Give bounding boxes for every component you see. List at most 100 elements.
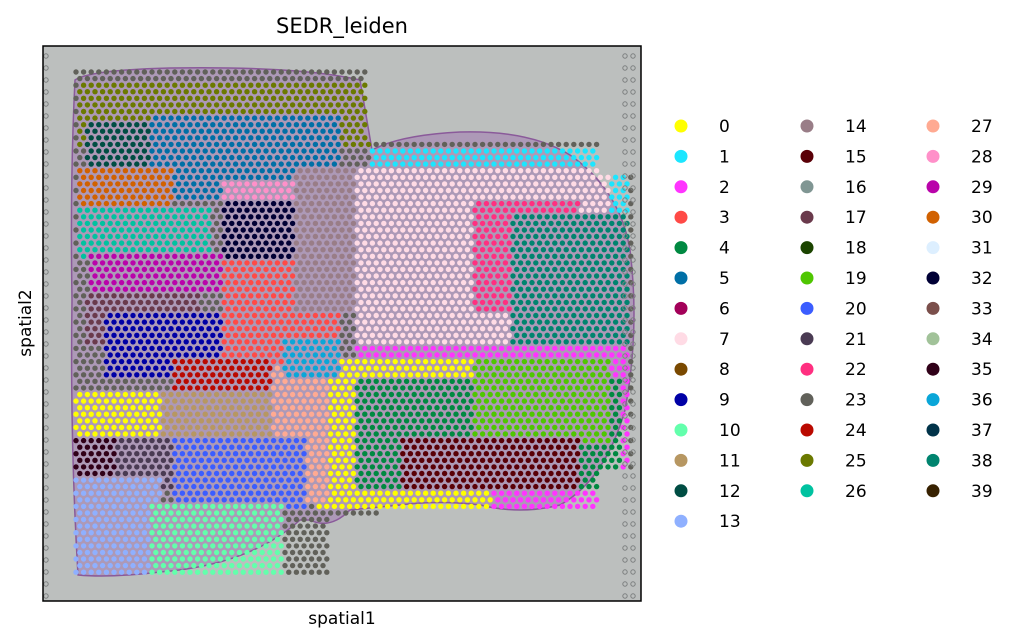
spot-cluster-25 <box>160 102 167 108</box>
spot-cluster-38 <box>597 227 604 233</box>
spot-cluster-13 <box>122 523 129 529</box>
spot-cluster-25 <box>339 95 345 102</box>
spot-cluster-5 <box>274 115 281 121</box>
spot-cluster-12 <box>92 141 98 148</box>
spot-cluster-15 <box>464 457 471 463</box>
spot-cluster-0 <box>327 418 334 424</box>
spot-cluster-13 <box>88 503 94 510</box>
spot-cluster-0 <box>339 451 345 457</box>
spot-cluster-25 <box>305 89 311 95</box>
spot-cluster-7 <box>415 266 421 273</box>
spot-cluster-11 <box>259 391 265 398</box>
spot-cluster-30 <box>118 187 125 194</box>
spot-cluster-27 <box>316 385 322 391</box>
spot-cluster-23 <box>282 75 288 82</box>
spot-cluster-15 <box>457 483 463 490</box>
spot-cluster-30 <box>80 200 87 207</box>
spot-cluster-5 <box>210 161 216 167</box>
spot-cluster-3 <box>221 286 227 292</box>
spot-cluster-11 <box>210 411 216 417</box>
spot-cluster-7 <box>514 174 520 180</box>
spot-cluster-19 <box>476 358 482 365</box>
spot-cluster-7 <box>441 233 448 240</box>
spot-cluster-4 <box>449 378 455 384</box>
spot-cluster-24 <box>210 372 216 378</box>
spot-cluster-20 <box>198 497 205 503</box>
spot-cluster-7 <box>525 168 531 174</box>
spot-cluster-15 <box>544 477 550 483</box>
spot-cluster-20 <box>183 497 189 503</box>
spot-cluster-12 <box>134 122 140 128</box>
spot-cluster-4 <box>422 411 429 417</box>
spot-cluster-5 <box>191 154 197 161</box>
spot-cluster-7 <box>419 181 425 187</box>
spot-cluster-0 <box>350 405 357 411</box>
spot-cluster-13 <box>73 556 79 562</box>
spot-cluster-13 <box>137 562 144 569</box>
spot-cluster-23 <box>88 385 94 391</box>
spot-cluster-15 <box>445 477 452 483</box>
spot-cluster-38 <box>605 227 611 233</box>
spot-cluster-20 <box>244 497 250 503</box>
spot-cluster-26 <box>149 227 155 233</box>
spot-cluster-1 <box>392 148 398 154</box>
spot-cluster-7 <box>502 326 509 332</box>
spot-cluster-3 <box>236 286 243 292</box>
spot-cluster-21 <box>141 464 148 470</box>
spot-cluster-0 <box>426 497 433 503</box>
spot-cluster-24 <box>232 385 239 391</box>
spot-cluster-15 <box>552 451 558 457</box>
spot-cluster-2 <box>506 503 512 510</box>
spot-cluster-14 <box>320 260 326 266</box>
spot-cluster-19 <box>476 411 482 417</box>
spot-cluster-20 <box>191 470 197 477</box>
spot-cluster-38 <box>536 332 543 338</box>
spot-cluster-11 <box>187 411 193 417</box>
spot-cluster-3 <box>335 312 341 319</box>
spot-cluster-23 <box>84 273 91 279</box>
spot-cluster-27 <box>301 398 307 404</box>
spot-cluster-26 <box>198 247 205 253</box>
spot-cluster-0 <box>441 365 448 371</box>
spot-cluster-27 <box>312 418 319 424</box>
spot-cluster-25 <box>343 89 349 95</box>
spot-cluster-10 <box>251 536 258 542</box>
spot-cluster-38 <box>601 260 607 266</box>
spot-cluster-3 <box>293 319 300 325</box>
spot-cluster-28 <box>259 181 265 187</box>
spot-cluster-25 <box>145 89 151 95</box>
spot-cluster-20 <box>263 437 269 444</box>
spot-cluster-5 <box>213 168 220 174</box>
spot-cluster-4 <box>441 431 448 437</box>
fiducial-dot <box>622 461 628 467</box>
spot-cluster-12 <box>96 161 102 167</box>
spot-cluster-38 <box>574 214 581 220</box>
spot-cluster-10 <box>172 569 178 575</box>
spot-cluster-7 <box>472 181 478 187</box>
spot-cluster-0 <box>346 372 353 378</box>
spot-cluster-19 <box>563 365 569 371</box>
spot-cluster-22 <box>483 200 490 207</box>
spot-cluster-21 <box>134 451 140 457</box>
spot-cluster-4 <box>445 424 452 431</box>
spot-cluster-25 <box>358 89 364 95</box>
spot-cluster-17 <box>115 299 121 306</box>
spot-cluster-3 <box>244 326 250 332</box>
spot-cluster-0 <box>145 418 151 424</box>
spot-cluster-10 <box>206 536 212 542</box>
spot-cluster-25 <box>263 82 269 88</box>
spot-cluster-1 <box>407 148 414 154</box>
spot-cluster-22 <box>476 306 482 312</box>
spot-cluster-30 <box>80 187 87 194</box>
spot-cluster-23 <box>73 279 79 286</box>
spot-cluster-20 <box>187 464 193 470</box>
spot-cluster-5 <box>156 148 163 154</box>
spot-cluster-38 <box>612 240 619 246</box>
spot-cluster-36 <box>324 372 330 378</box>
spot-cluster-0 <box>99 431 106 437</box>
spot-cluster-30 <box>107 194 113 200</box>
spot-cluster-9 <box>107 312 113 319</box>
spot-cluster-1 <box>517 154 524 161</box>
spot-cluster-29 <box>137 286 144 292</box>
spot-cluster-5 <box>213 115 220 121</box>
